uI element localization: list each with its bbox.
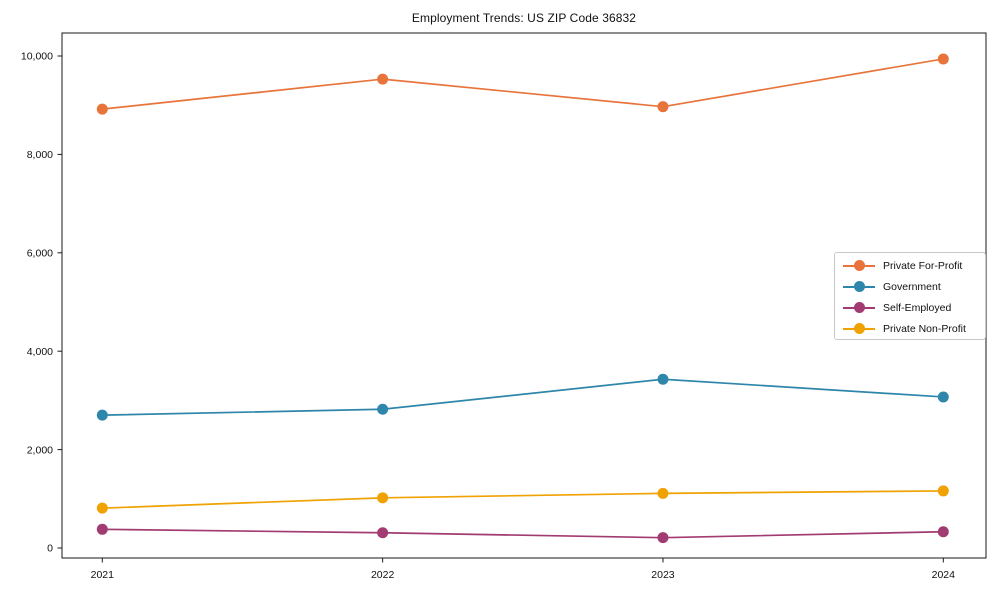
data-point-marker <box>937 391 949 403</box>
legend-item-label: Private Non-Profit <box>883 322 966 335</box>
x-tick-label: 2024 <box>932 569 956 581</box>
data-point-marker <box>937 53 949 65</box>
data-point-marker <box>96 409 108 421</box>
y-tick-label: 0 <box>47 543 53 555</box>
y-tick-label: 10,000 <box>21 51 53 63</box>
legend-marker-icon <box>843 318 875 339</box>
x-tick-label: 2022 <box>371 569 395 581</box>
data-point-marker <box>96 523 108 535</box>
data-point-marker <box>657 532 669 544</box>
data-point-marker <box>377 492 389 504</box>
data-point-marker <box>937 526 949 538</box>
series-line <box>101 528 945 539</box>
data-point-marker <box>377 527 389 539</box>
data-point-marker <box>96 103 108 115</box>
series-line <box>101 58 945 110</box>
legend-marker-icon <box>843 276 875 297</box>
y-tick-label: 2,000 <box>27 444 53 456</box>
chart-title: Employment Trends: US ZIP Code 36832 <box>411 11 637 25</box>
y-tick-label: 8,000 <box>27 149 53 161</box>
data-point-marker <box>377 73 389 85</box>
data-point-marker <box>937 485 949 497</box>
legend-marker-icon <box>843 297 875 318</box>
x-tick-label: 2023 <box>651 569 675 581</box>
plot-frame <box>61 32 987 559</box>
legend-item-private-non-profit: Private Non-Profit <box>843 318 985 339</box>
data-point-marker <box>96 502 108 514</box>
data-point-marker <box>657 373 669 385</box>
legend-item-private-for-profit: Private For-Profit <box>843 255 985 276</box>
series-line <box>101 490 945 509</box>
data-point-marker <box>657 101 669 113</box>
legend-item-government: Government <box>843 276 985 297</box>
y-tick-label: 6,000 <box>27 248 53 260</box>
legend-item-label: Private For-Profit <box>883 259 963 272</box>
data-point-marker <box>377 403 389 415</box>
legend-item-label: Government <box>883 280 941 293</box>
legend-item-label: Self-Employed <box>883 301 952 314</box>
data-point-marker <box>657 487 669 499</box>
legend-marker-icon <box>843 255 875 276</box>
legend-item-self-employed: Self-Employed <box>843 297 985 318</box>
legend: Private For-Profit Government Self-Employe… <box>834 252 986 340</box>
series-line <box>101 378 945 417</box>
y-tick-label: 4,000 <box>27 346 53 358</box>
x-tick-label: 2021 <box>91 569 115 581</box>
